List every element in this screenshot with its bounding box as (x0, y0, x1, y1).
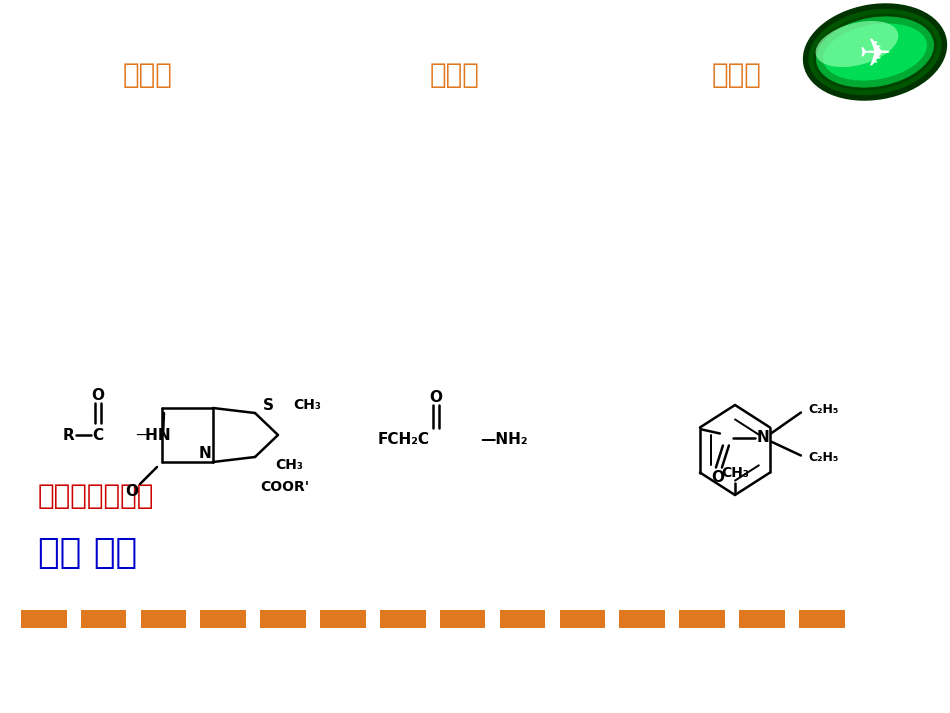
Bar (380, 610, 426, 628)
Bar (260, 610, 306, 628)
Text: —NH₂: —NH₂ (480, 433, 527, 448)
Bar (200, 610, 246, 628)
Bar (560, 610, 605, 628)
Text: CH₃: CH₃ (721, 466, 749, 480)
Bar (799, 610, 845, 628)
Text: R: R (62, 428, 74, 443)
Text: COOR': COOR' (260, 480, 309, 494)
Text: O: O (429, 389, 443, 404)
Bar (81, 610, 126, 628)
Text: C₂H₅: C₂H₅ (808, 451, 838, 464)
Text: C: C (92, 428, 104, 443)
Bar (679, 610, 725, 628)
Text: 青霌素: 青霌素 (123, 61, 172, 89)
Ellipse shape (806, 6, 944, 98)
Text: C₂H₅: C₂H₅ (808, 403, 838, 416)
Text: O: O (125, 485, 139, 500)
Text: 驱蚊胺: 驱蚊胺 (712, 61, 761, 89)
Bar (21, 610, 66, 628)
Ellipse shape (823, 24, 927, 81)
Ellipse shape (816, 21, 899, 67)
Bar (739, 610, 785, 628)
Text: O: O (91, 387, 104, 403)
Bar (619, 610, 665, 628)
Text: N: N (199, 446, 211, 461)
Bar (320, 610, 366, 628)
Text: O: O (712, 470, 725, 485)
Text: ─HN: ─HN (136, 428, 171, 443)
Text: FCH₂C: FCH₂C (378, 433, 430, 448)
Bar (440, 610, 485, 628)
Text: 杀鼠剂: 杀鼠剂 (429, 61, 479, 89)
Text: S: S (263, 398, 274, 413)
Text: CH₃: CH₃ (275, 458, 303, 472)
Bar (500, 610, 545, 628)
Ellipse shape (814, 15, 936, 89)
Bar (141, 610, 186, 628)
Text: 常见酰胺衍生物: 常见酰胺衍生物 (38, 481, 154, 510)
Text: CH₃: CH₃ (293, 398, 321, 412)
Text: ✈: ✈ (859, 36, 891, 74)
Text: N: N (756, 430, 770, 445)
Text: 六、 酰胺: 六、 酰胺 (38, 535, 137, 570)
